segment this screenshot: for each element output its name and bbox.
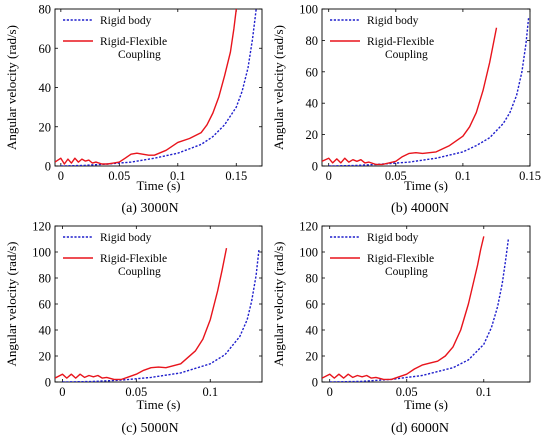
y-axis-label: Angular velocity (rad/s) (271, 25, 286, 150)
series-line-rigid-body (62, 249, 260, 382)
x-tick-label: 0 (326, 169, 332, 183)
y-tick-label: 20 (306, 350, 319, 364)
y-tick-label: 0 (45, 160, 51, 174)
x-tick-label: 0 (58, 169, 64, 183)
y-tick-label: 100 (299, 3, 318, 17)
legend-label-line2: Coupling (385, 266, 428, 278)
x-tick-label: 0.05 (385, 169, 407, 183)
legend-label-line1: Rigid-Flexible (100, 253, 167, 265)
x-tick-label: 0.05 (396, 385, 418, 399)
y-tick-label: 60 (39, 42, 52, 56)
y-tick-label: 0 (312, 376, 318, 390)
chart-panel-3: 0 0.05 0.1 0 20 40 60 80 100 120 Rigid body Rigid-F… (271, 220, 531, 436)
legend-label-line1: Rigid-Flexible (100, 36, 167, 48)
legend-label-line2: Coupling (118, 49, 161, 61)
x-axis-label: Time (s) (137, 178, 181, 193)
y-tick-label: 60 (39, 298, 52, 312)
legend-label: Rigid body (367, 232, 419, 244)
y-tick-label: 80 (306, 272, 319, 286)
x-axis-label: Time (s) (404, 178, 448, 193)
x-tick-label: 0.05 (108, 169, 130, 183)
y-tick-label: 120 (32, 220, 51, 234)
y-axis-label: Angular velocity (rad/s) (4, 25, 19, 150)
y-tick-label: 80 (306, 34, 319, 48)
x-tick-label: 0.15 (519, 169, 541, 183)
axes-box (54, 8, 263, 167)
series-line-rigid-body (60, 9, 257, 166)
y-tick-label: 60 (306, 298, 319, 312)
y-tick-label: 20 (39, 120, 52, 134)
x-tick-label: 0.1 (476, 385, 492, 399)
legend-label-line1: Rigid-Flexible (367, 36, 434, 48)
series-line-rigid-body (329, 238, 510, 382)
series-line-rigid-flexible (55, 247, 228, 381)
axes-box (54, 225, 263, 383)
legend-label: Rigid body (100, 15, 152, 27)
series-line-rigid-flexible (322, 236, 485, 381)
y-tick-label: 40 (39, 81, 52, 95)
y-tick-label: 0 (45, 376, 51, 390)
series-line-rigid-flexible (322, 27, 498, 166)
x-tick-label: 0.1 (202, 385, 218, 399)
x-tick-label: 0 (327, 385, 333, 399)
axes-box (321, 8, 531, 167)
y-tick-label: 120 (299, 220, 318, 234)
x-tick-label: 0 (59, 385, 65, 399)
chart-panel-0: 0 0.05 0.1 0.15 0 20 40 60 80 Rigid body Rigid-Fle… (4, 3, 263, 216)
panel-caption: (d) 6000N (391, 421, 449, 436)
panel-caption: (b) 4000N (391, 201, 449, 216)
x-tick-label: 0.1 (170, 169, 186, 183)
x-tick-label: 0.05 (125, 385, 147, 399)
x-tick-label: 0.1 (455, 169, 471, 183)
legend-label-line2: Coupling (118, 266, 161, 278)
y-tick-label: 40 (39, 324, 52, 338)
chart-panel-2: 0 0.05 0.1 0 20 40 60 80 100 120 Rigid body Rigid-F… (4, 220, 263, 436)
y-tick-label: 0 (312, 160, 318, 174)
y-tick-label: 60 (306, 65, 319, 79)
y-tick-label: 40 (306, 97, 319, 111)
y-tick-label: 100 (299, 246, 318, 260)
legend-label: Rigid body (367, 15, 419, 27)
y-axis-label: Angular velocity (rad/s) (271, 242, 286, 367)
x-axis-label: Time (s) (404, 397, 448, 412)
chart-panel-1: 0 0.05 0.1 0.15 0 20 40 60 80 100 Rigid body Rigid-… (271, 3, 541, 217)
y-tick-label: 80 (39, 272, 52, 286)
panel-caption: (a) 3000N (121, 201, 178, 216)
legend-label-line1: Rigid-Flexible (367, 253, 434, 265)
legend-label: Rigid body (100, 232, 152, 244)
x-axis-label: Time (s) (137, 397, 181, 412)
y-tick-label: 20 (306, 128, 319, 142)
y-tick-label: 20 (39, 350, 52, 364)
legend-label-line2: Coupling (385, 49, 428, 61)
x-tick-label: 0.15 (225, 169, 247, 183)
panel-caption: (c) 5000N (121, 421, 178, 436)
series-line-rigid-flexible (55, 9, 237, 165)
y-axis-label: Angular velocity (rad/s) (4, 242, 19, 367)
y-tick-label: 80 (39, 3, 52, 17)
y-tick-label: 100 (32, 246, 51, 260)
y-tick-label: 40 (306, 324, 319, 338)
